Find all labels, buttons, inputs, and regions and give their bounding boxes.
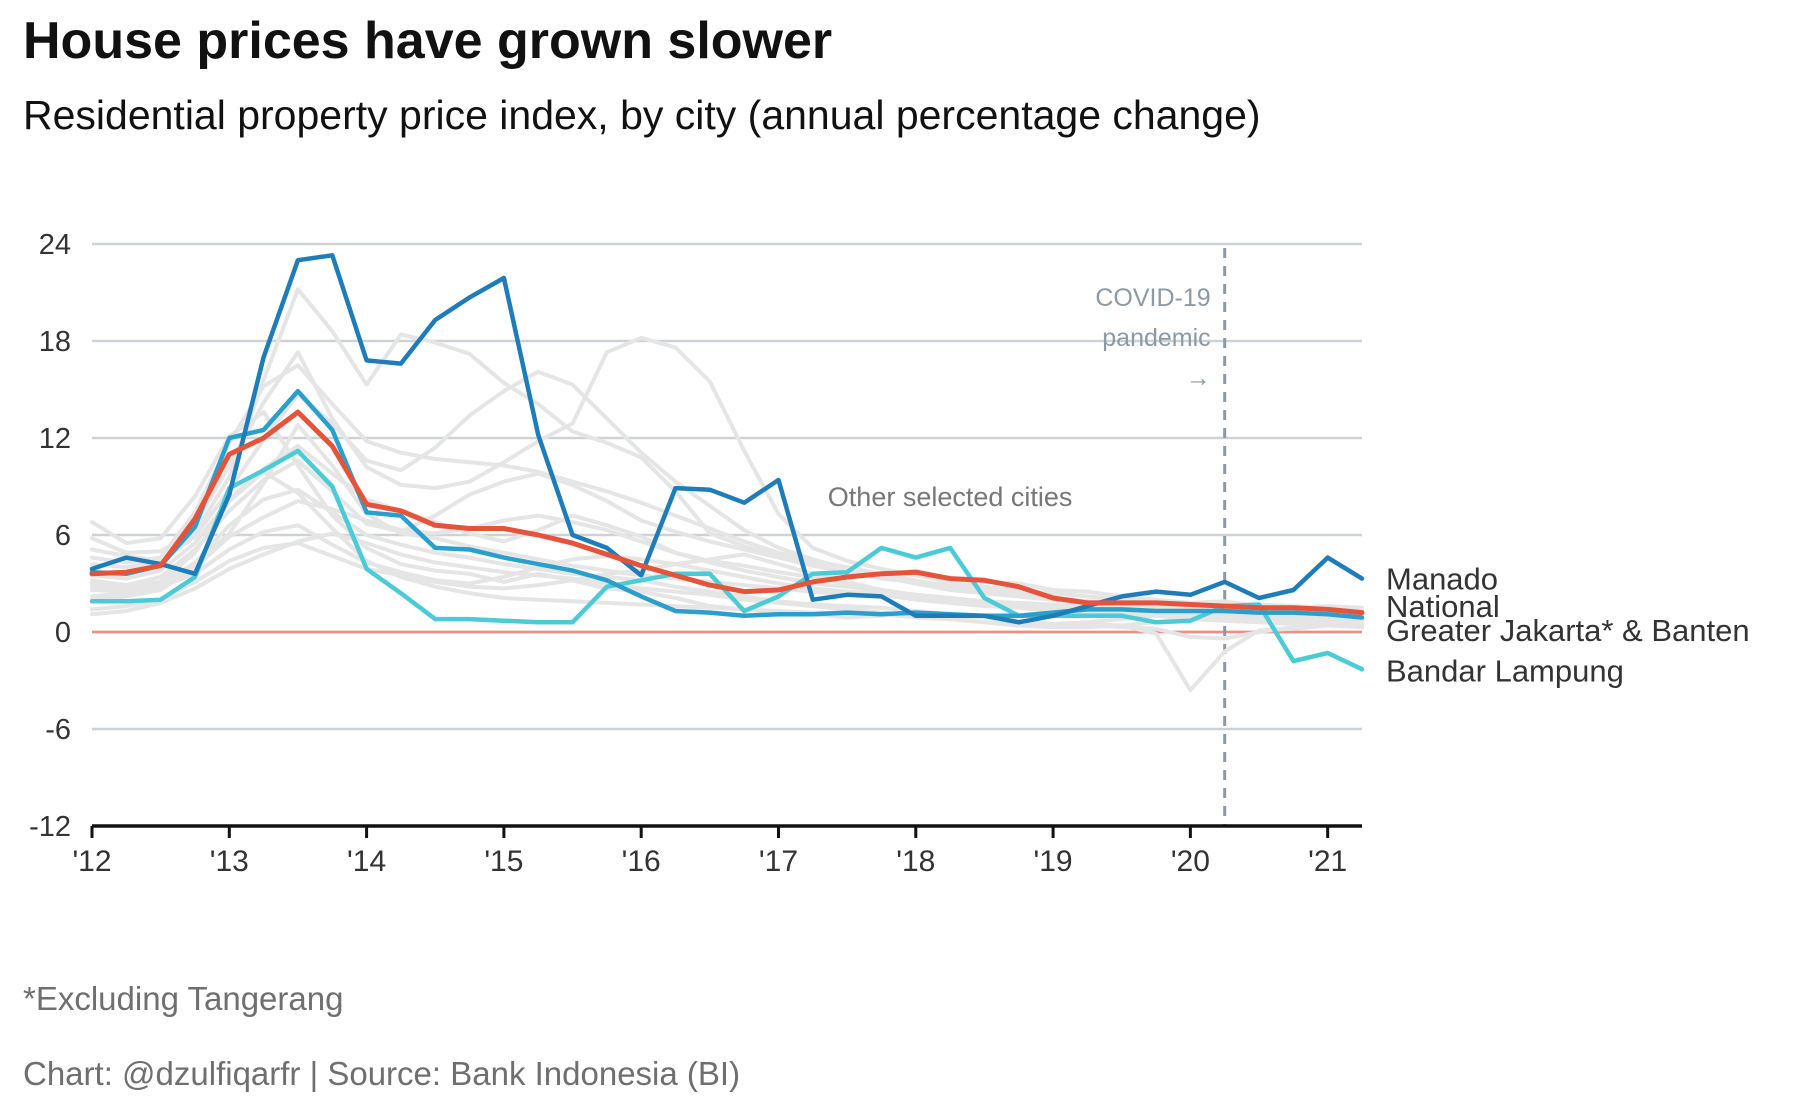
covid-annotation-line-2: pandemic [1102, 324, 1210, 352]
x-tick-label: '13 [210, 845, 249, 878]
y-tick-label: 0 [55, 617, 71, 649]
chart-subtitle: Residential property price index, by cit… [23, 92, 1261, 138]
x-tick-label: '21 [1308, 845, 1347, 878]
y-tick-label: 18 [39, 326, 71, 358]
series-label-national: National [1386, 589, 1500, 624]
x-tick-label: '12 [72, 845, 111, 878]
y-tick-label: 24 [39, 229, 71, 261]
footnote: *Excluding Tangerang [23, 980, 344, 1017]
series-label-manado: Manado [1386, 561, 1498, 596]
source-credit: Chart: @dzulfiqarfr | Source: Bank Indon… [23, 1055, 741, 1092]
chart-title: House prices have grown slower [23, 12, 833, 70]
highlighted-series-lines [89, 253, 1365, 672]
y-tick-label: 12 [39, 423, 71, 455]
x-tick-label: '16 [622, 845, 661, 878]
x-tick-label: '18 [896, 845, 935, 878]
y-tick-label: -6 [45, 714, 71, 746]
chart-labels: COVID-19 pandemic → Other selected cities Ma… [828, 284, 1750, 688]
series-line-greater-jakarta-banten [89, 388, 1365, 620]
covid-annotation-line-1: COVID-19 [1095, 284, 1210, 312]
y-tick-label: -12 [29, 811, 71, 843]
x-tick-label: '19 [1034, 845, 1073, 878]
series-label-bandar-lampung: Bandar Lampung [1386, 653, 1624, 688]
series-label-greater-jakarta-banten: Greater Jakarta* & Banten [1386, 613, 1750, 648]
x-axis: '12 '13 '14 '15 '16 '17 '18 '19 '20 '21 [72, 824, 1362, 878]
line-chart: -12 -6 0 6 12 18 24 '12 '13 '14 '15 '16 '17 '18 '19 '2… [29, 229, 1750, 878]
series-line-bandar-lampung [89, 448, 1365, 672]
other-city-line [90, 335, 1364, 612]
x-tick-label: '15 [484, 845, 523, 878]
other-city-line [90, 363, 1364, 613]
y-tick-label: 6 [55, 520, 71, 552]
series-line-national [89, 409, 1365, 616]
x-tick-label: '14 [347, 845, 386, 878]
x-tick-label: '20 [1171, 845, 1210, 878]
covid-annotation-arrow: → [1186, 364, 1211, 392]
other-cities-label: Other selected cities [828, 482, 1073, 512]
x-tick-label: '17 [759, 845, 798, 878]
series-line-manado [89, 253, 1365, 625]
other-city-line [90, 469, 1364, 641]
